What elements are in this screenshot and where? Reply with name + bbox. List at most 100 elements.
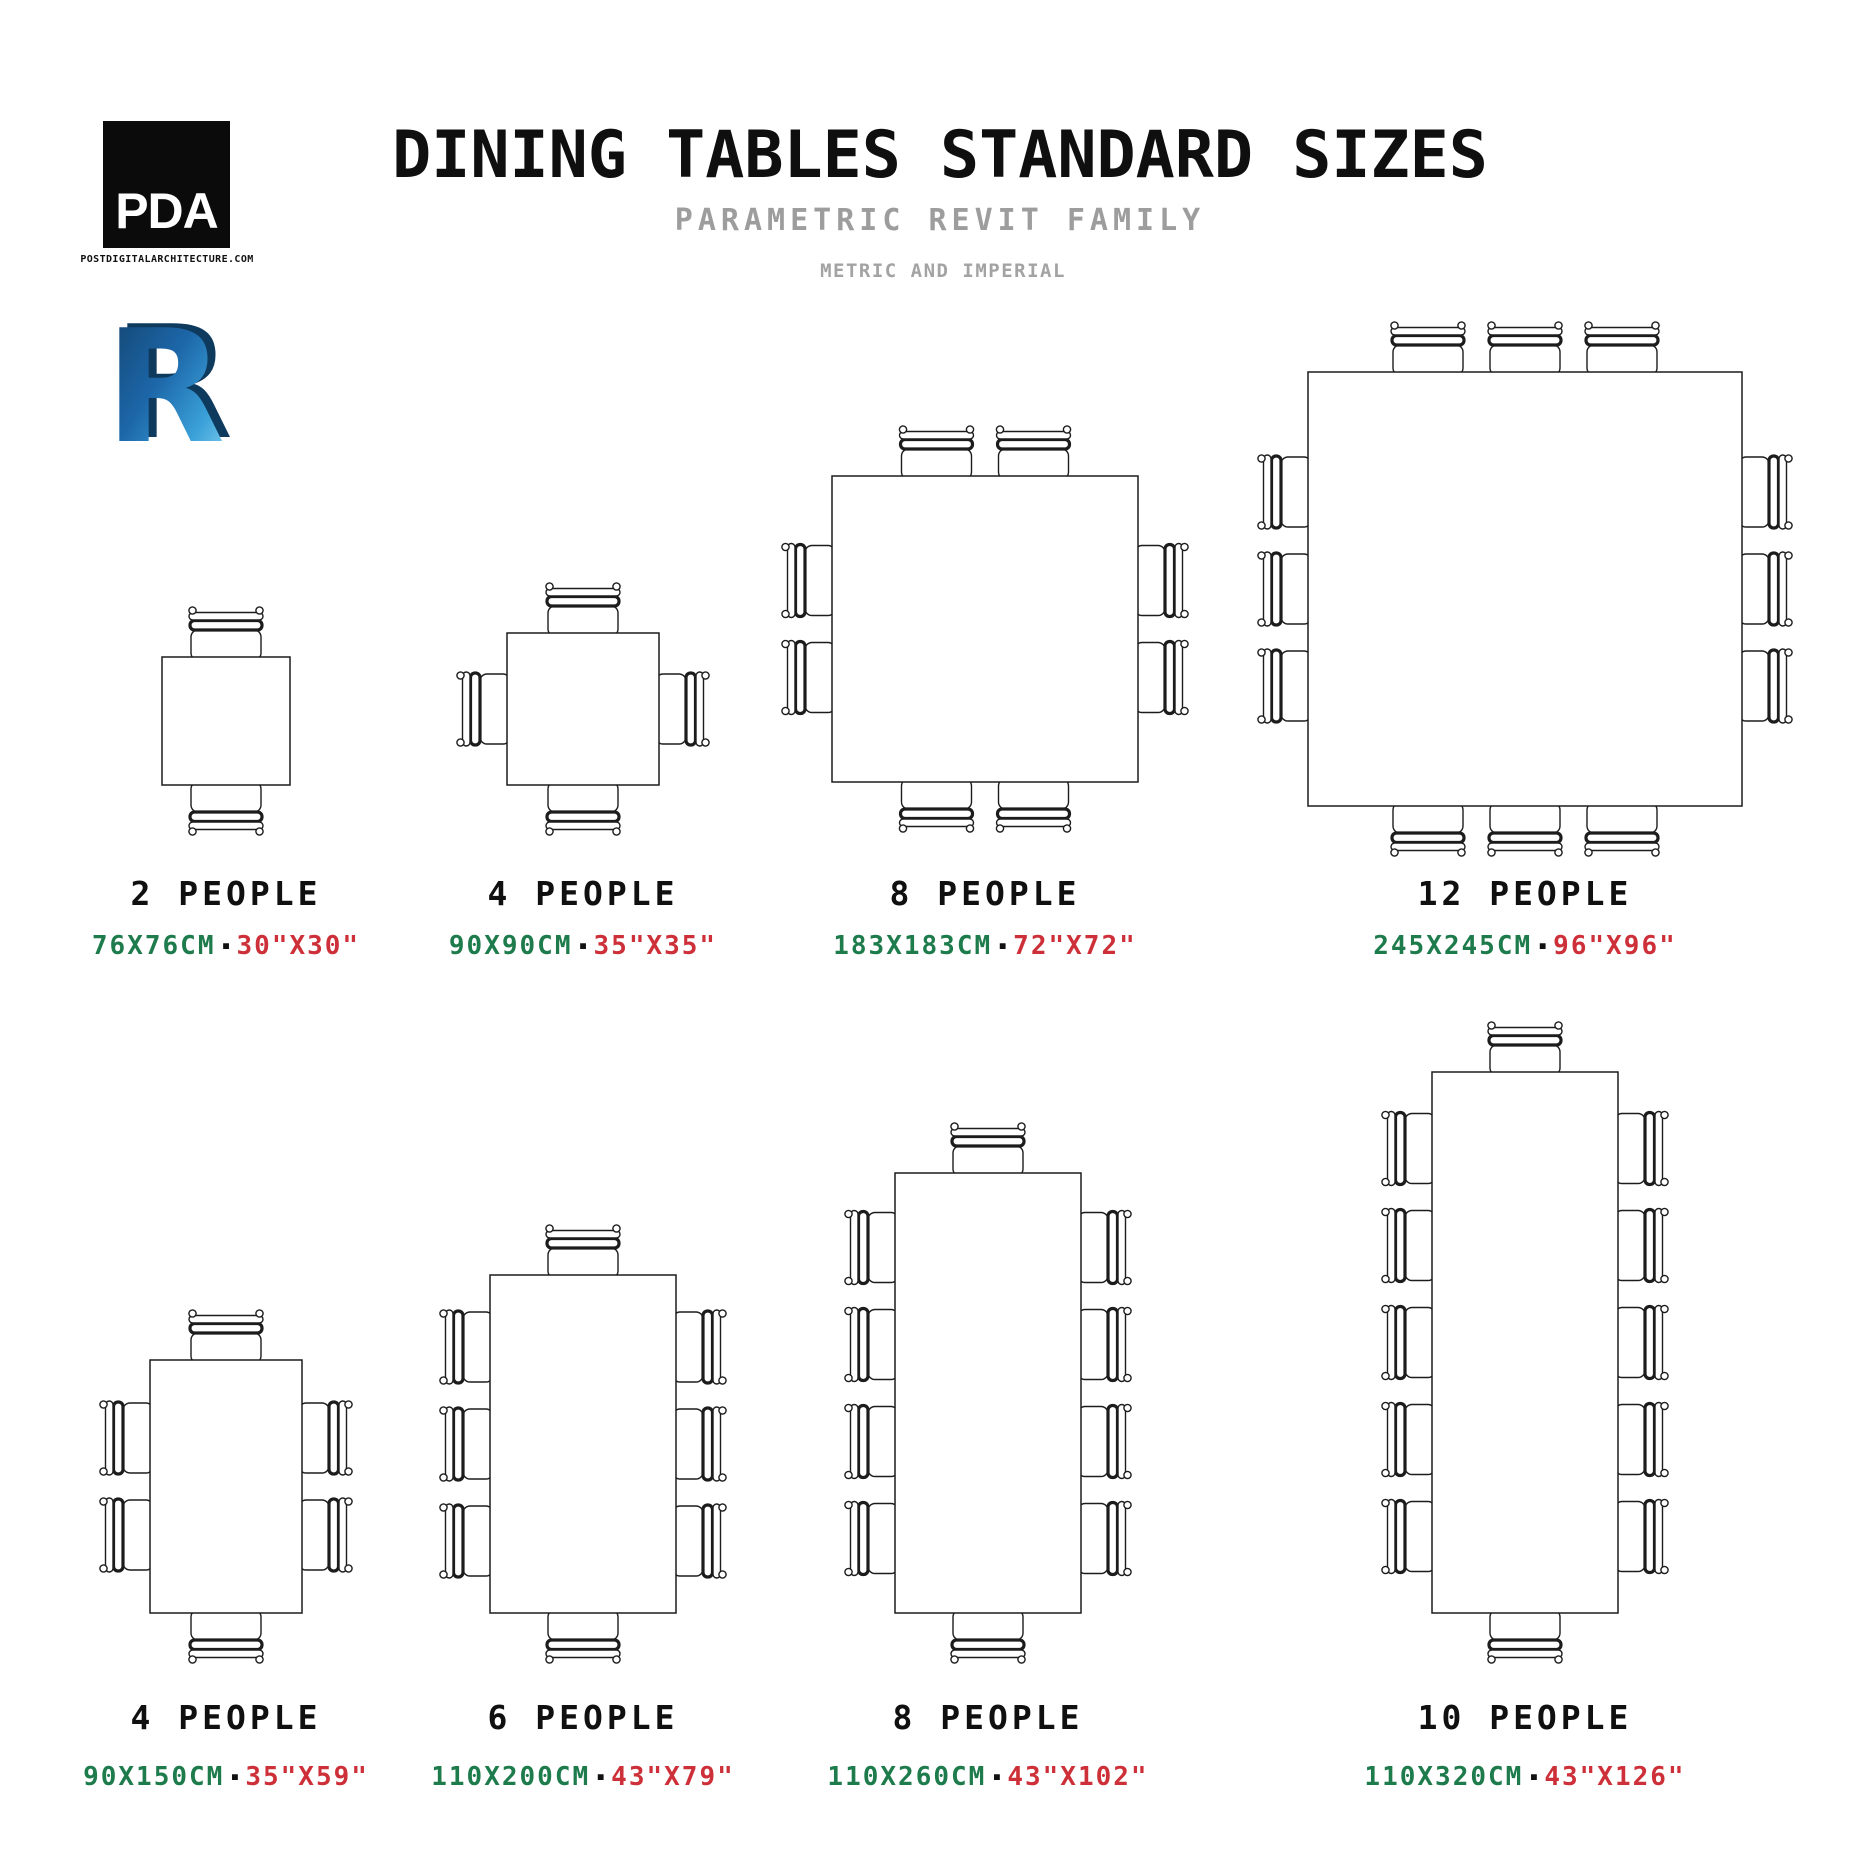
chair-seat	[1614, 1403, 1646, 1476]
table-dimensions-label: 90X90CM ▪ 35"X35"	[449, 931, 717, 961]
chair-post	[1062, 824, 1072, 833]
chair-seat	[1614, 1500, 1646, 1573]
chair-post	[255, 827, 264, 836]
dining-chair	[1487, 1609, 1563, 1664]
chair-back-rail	[786, 542, 796, 619]
dining-chair	[99, 1400, 154, 1476]
table-group	[456, 582, 710, 836]
dining-chair	[1614, 1304, 1669, 1381]
dining-chair	[1077, 1306, 1132, 1383]
chair-seat	[462, 1408, 494, 1480]
chair-back-rail	[712, 1406, 722, 1482]
chair-post	[1017, 1122, 1026, 1131]
dining-chair	[1077, 1500, 1132, 1577]
chair-post	[545, 1224, 554, 1233]
chair-back-rail	[1390, 326, 1466, 336]
chair-post	[1381, 1110, 1390, 1120]
chair-back-rail	[1174, 542, 1184, 619]
chair-post	[1381, 1274, 1390, 1284]
chair-post	[1487, 1655, 1496, 1664]
chair-backrest	[1643, 1304, 1657, 1381]
chair-seat	[1489, 344, 1561, 376]
chair-seat	[1404, 1306, 1436, 1379]
chair-backrest	[1390, 333, 1466, 347]
chair-back-rail	[104, 1497, 114, 1573]
table-people-label: 8 PEOPLE	[892, 1698, 1084, 1737]
chair-back-rail	[1390, 842, 1466, 852]
table-people-label: 8 PEOPLE	[889, 874, 1081, 913]
chair-post	[1123, 1276, 1132, 1286]
chair-seat	[1404, 1112, 1436, 1185]
chair-backrest	[1390, 831, 1466, 845]
chair-post	[344, 1564, 353, 1573]
dining-chair	[1257, 648, 1312, 724]
table-top	[1431, 1071, 1619, 1614]
chair-post	[898, 425, 908, 434]
imperial-dimension: 43"X126"	[1544, 1762, 1686, 1792]
chair-backrest	[1269, 454, 1283, 530]
chair-post	[950, 1122, 959, 1131]
dining-chair	[672, 1309, 727, 1385]
chair-back-rail	[950, 1127, 1026, 1137]
chair-post	[344, 1497, 353, 1506]
chair-post	[439, 1503, 448, 1512]
chair-post	[844, 1567, 853, 1577]
dining-chair	[545, 1224, 621, 1279]
chair-seat	[1134, 641, 1166, 714]
chair-post	[188, 1309, 197, 1318]
chair-backrest	[950, 1134, 1026, 1148]
table-top	[149, 1359, 303, 1614]
chair-back-rail	[995, 818, 1072, 828]
chair-post	[99, 1497, 108, 1506]
chair-post	[718, 1376, 727, 1385]
pda-website: POSTDIGITALARCHITECTURE.COM	[80, 254, 254, 265]
chair-post	[1123, 1403, 1132, 1413]
dining-chair	[1614, 1498, 1669, 1575]
metric-dimension: 183X183CM	[833, 931, 993, 961]
chair-seat	[1614, 1112, 1646, 1185]
chair-seat	[1280, 456, 1312, 528]
chair-back-rail	[444, 1503, 454, 1579]
chair-back-rail	[1117, 1306, 1127, 1383]
dot-separator-icon: ▪	[596, 1767, 606, 1785]
chair-back-rail	[1487, 842, 1563, 852]
chair-post	[1257, 715, 1266, 724]
table-top	[506, 632, 660, 786]
chair-back-rail	[1584, 842, 1660, 852]
chair-seat	[655, 673, 687, 745]
chair-post	[1784, 551, 1793, 560]
chair-post	[1180, 639, 1189, 649]
chair-post	[545, 827, 554, 836]
dining-chair	[439, 1503, 494, 1579]
chair-seat	[1404, 1500, 1436, 1573]
chair-back-rail	[786, 639, 796, 716]
dining-chair	[781, 639, 836, 716]
chair-back-rail	[1654, 1110, 1664, 1187]
chair-back-rail	[1487, 1026, 1563, 1036]
chair-backrest	[1393, 1110, 1407, 1187]
dot-separator-icon: ▪	[998, 936, 1008, 954]
dining-chair	[1077, 1403, 1132, 1480]
chair-seat	[952, 1145, 1024, 1177]
metric-dimension: 110X200CM	[431, 1762, 591, 1792]
chair-seat	[1392, 344, 1464, 376]
chair-back-rail	[188, 1314, 264, 1324]
chair-back-rail	[695, 671, 705, 747]
chair-post	[1257, 521, 1266, 530]
chair-post	[439, 1473, 448, 1482]
chair-post	[1651, 848, 1660, 857]
table-people-label: 12 PEOPLE	[1417, 874, 1633, 913]
dot-separator-icon: ▪	[221, 936, 231, 954]
chair-backrest	[1163, 639, 1177, 716]
chair-back-rail	[950, 1649, 1026, 1659]
dining-chair	[844, 1209, 899, 1286]
chair-post	[456, 671, 465, 680]
table-group	[781, 425, 1189, 833]
chair-backrest	[1487, 1033, 1563, 1047]
chair-post	[718, 1406, 727, 1415]
chair-post	[701, 671, 710, 680]
chair-post	[612, 1224, 621, 1233]
chair-seat	[1134, 544, 1166, 617]
dining-chair	[1381, 1498, 1436, 1575]
dining-chair	[672, 1503, 727, 1579]
